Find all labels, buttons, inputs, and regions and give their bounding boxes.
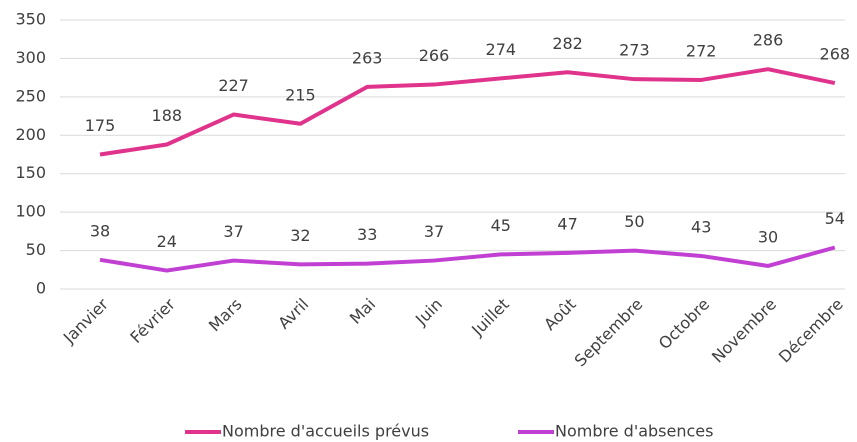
series-line [99,67,836,157]
y-tick-label: 150 [15,163,46,182]
x-tick-label: Novembre [708,295,780,367]
x-tick-label: Mars [205,295,246,336]
y-tick-label: 0 [36,279,46,298]
data-label: 188 [152,106,183,125]
x-tick-label: Septembre [571,295,647,371]
x-tick-label: Décembre [775,295,847,367]
legend-label: Nombre d'accueils prévus [222,422,429,441]
x-tick-label: Octobre [655,295,713,353]
data-label: 33 [357,225,377,244]
data-label: 37 [424,222,444,241]
data-label: 30 [758,227,778,246]
data-label: 263 [352,48,383,67]
data-label: 268 [820,45,851,64]
x-tick-label: Avril [274,295,312,333]
data-label: 274 [486,40,517,59]
x-tick-label: Janvier [59,294,112,347]
y-tick-label: 100 [15,202,46,221]
data-label: 215 [285,85,316,104]
x-tick-label: Juillet [467,295,512,340]
data-label: 175 [85,116,116,135]
data-label: 50 [624,212,644,231]
series-line [99,245,836,273]
data-label: 286 [753,31,784,50]
y-tick-label: 50 [26,240,46,259]
data-label: 227 [218,76,249,95]
x-tick-label: Mai [346,295,379,328]
data-label: 32 [290,226,310,245]
data-label: 38 [90,221,110,240]
y-tick-label: 350 [15,10,46,29]
data-label: 45 [491,216,511,235]
legend-label: Nombre d'absences [555,422,713,441]
y-tick-label: 300 [15,48,46,67]
y-tick-label: 250 [15,86,46,105]
data-label: 272 [686,41,717,60]
data-label: 266 [419,46,450,65]
data-label: 54 [825,209,845,228]
data-label: 273 [619,41,650,60]
y-tick-label: 200 [15,125,46,144]
x-tick-label: Février [126,294,179,347]
data-label: 37 [223,222,243,241]
x-tick-label: Août [540,295,580,335]
data-label: 47 [557,214,577,233]
data-label: 24 [157,232,177,251]
data-label: 282 [552,34,583,53]
data-label: 43 [691,217,711,236]
x-tick-label: Juin [411,295,446,330]
